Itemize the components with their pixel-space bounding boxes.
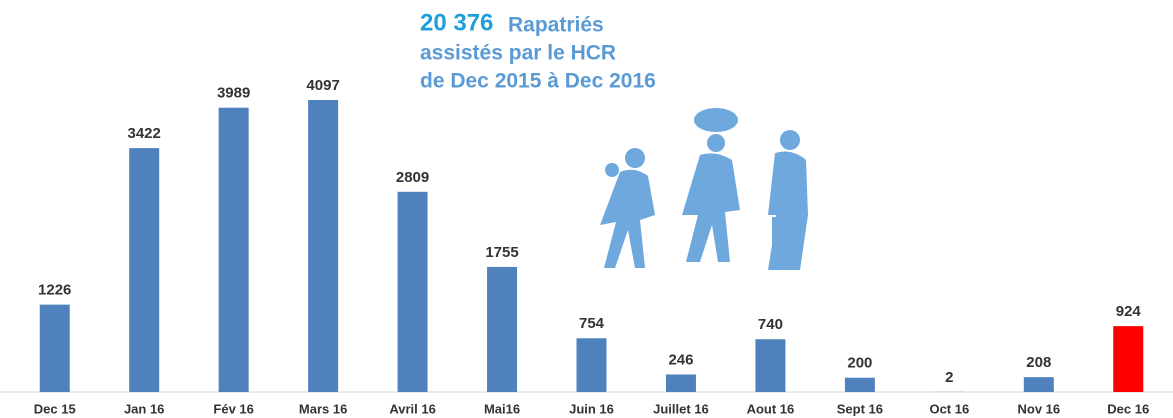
- value-label: 1755: [485, 244, 518, 261]
- bar: [308, 100, 339, 392]
- title-line: Rapatriés: [508, 14, 604, 37]
- value-label: 2: [945, 369, 953, 386]
- bar: [576, 338, 607, 392]
- value-label: 1226: [38, 282, 71, 299]
- x-tick-label: Mai16: [484, 401, 520, 416]
- value-label: 3422: [128, 125, 161, 142]
- refugee-silhouette: [600, 108, 808, 270]
- x-tick-label: Dec 15: [34, 401, 76, 416]
- bar: [218, 107, 249, 393]
- title-line: de Dec 2015 à Dec 2016: [420, 70, 656, 93]
- bar: [1023, 377, 1054, 392]
- value-label: 3989: [217, 85, 250, 102]
- bar: [129, 148, 160, 392]
- x-tick-label: Juin 16: [569, 401, 614, 416]
- bar: [487, 266, 518, 392]
- x-tick-label: Nov 16: [1017, 401, 1060, 416]
- title-line: assistés par le HCR: [420, 42, 616, 65]
- value-label: 740: [758, 316, 783, 333]
- bar: [665, 374, 696, 392]
- x-tick-label: Oct 16: [929, 401, 969, 416]
- value-label: 246: [668, 351, 693, 368]
- x-tick-label: Juillet 16: [653, 401, 709, 416]
- title-total: 20 376: [420, 9, 493, 36]
- x-tick-label: Dec 16: [1107, 401, 1149, 416]
- value-label: 924: [1116, 303, 1142, 320]
- value-label: 200: [847, 355, 872, 372]
- value-label: 208: [1026, 354, 1051, 371]
- value-label: 4097: [306, 77, 339, 94]
- value-label: 754: [579, 315, 605, 332]
- x-tick-label: Fév 16: [213, 401, 253, 416]
- x-tick-label: Sept 16: [837, 401, 883, 416]
- x-tick-label: Aout 16: [747, 401, 795, 416]
- bar: [1113, 326, 1144, 392]
- value-label: 2809: [396, 169, 429, 186]
- bar: [397, 191, 428, 392]
- bar: [755, 339, 786, 392]
- x-tick-label: Jan 16: [124, 401, 164, 416]
- x-tick-label: Avril 16: [389, 401, 436, 416]
- bar: [844, 377, 875, 392]
- bar: [39, 304, 70, 392]
- x-tick-label: Mars 16: [299, 401, 347, 416]
